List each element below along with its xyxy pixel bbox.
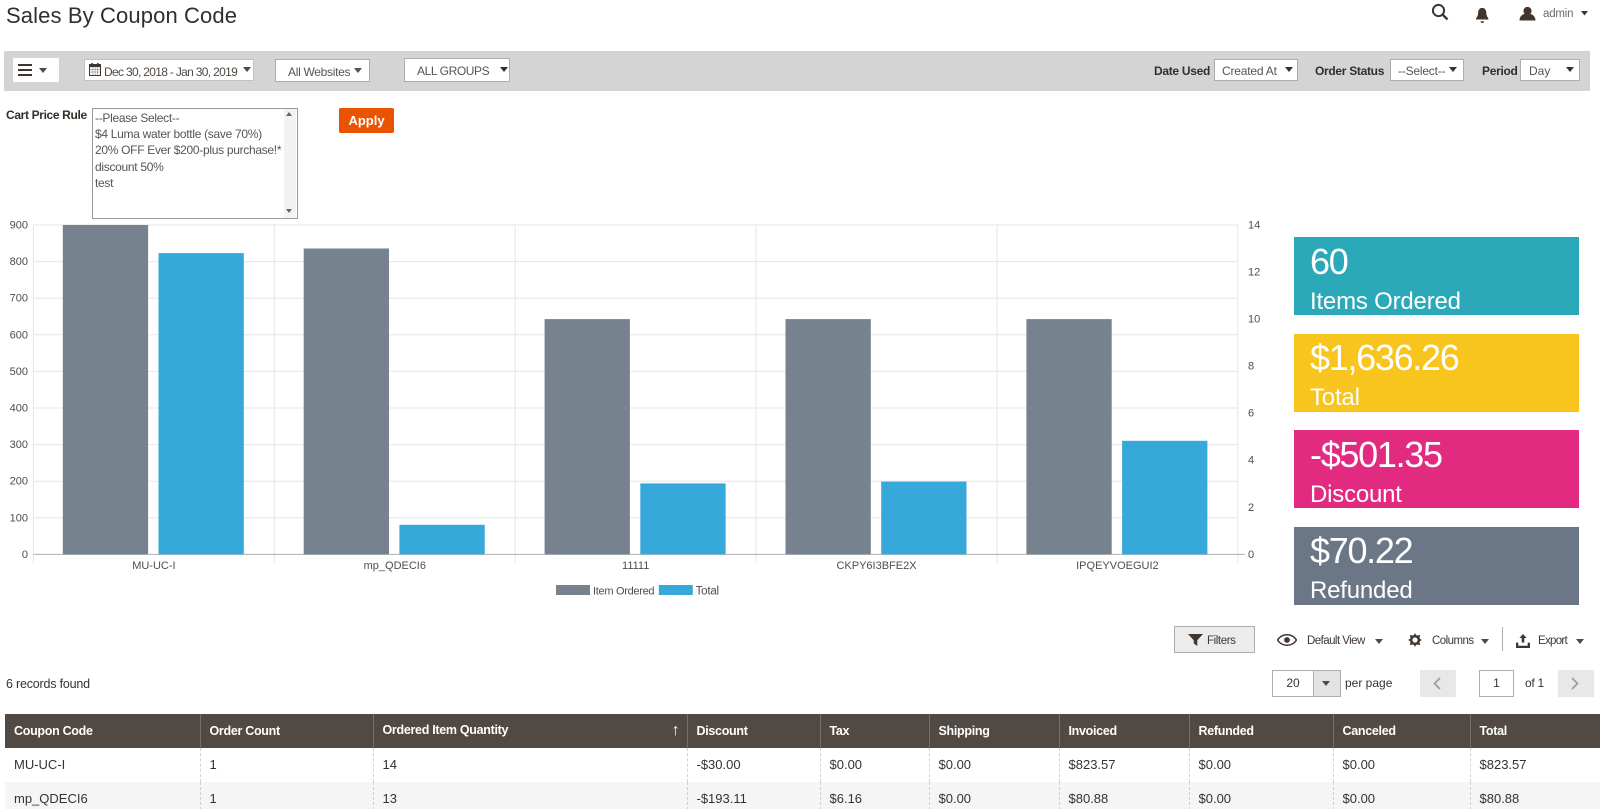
svg-text:6: 6 <box>1248 408 1254 420</box>
svg-text:600: 600 <box>10 329 28 341</box>
svg-text:12: 12 <box>1248 266 1260 278</box>
svg-text:100: 100 <box>10 512 28 524</box>
svg-text:mp_QDECI6: mp_QDECI6 <box>364 560 426 572</box>
svg-text:900: 900 <box>10 220 28 232</box>
svg-text:500: 500 <box>10 366 28 378</box>
svg-text:0: 0 <box>22 549 28 561</box>
svg-text:Item Ordered: Item Ordered <box>593 586 654 598</box>
svg-text:2: 2 <box>1248 502 1254 514</box>
svg-text:14: 14 <box>1248 220 1260 232</box>
svg-text:CKPY6I3BFE2X: CKPY6I3BFE2X <box>836 560 917 572</box>
svg-text:200: 200 <box>10 476 28 488</box>
svg-text:4: 4 <box>1248 455 1254 467</box>
svg-text:700: 700 <box>10 293 28 305</box>
svg-text:8: 8 <box>1248 361 1254 373</box>
svg-text:0: 0 <box>1248 549 1254 561</box>
svg-text:10: 10 <box>1248 314 1260 326</box>
svg-text:300: 300 <box>10 439 28 451</box>
svg-text:11111: 11111 <box>622 560 649 572</box>
svg-text:MU-UC-I: MU-UC-I <box>132 560 175 572</box>
svg-text:IPQEYVOEGUI2: IPQEYVOEGUI2 <box>1076 560 1159 572</box>
svg-text:800: 800 <box>10 256 28 268</box>
svg-text:400: 400 <box>10 403 28 415</box>
svg-text:Total: Total <box>696 586 719 598</box>
svg-text:admin: admin <box>1543 8 1573 20</box>
